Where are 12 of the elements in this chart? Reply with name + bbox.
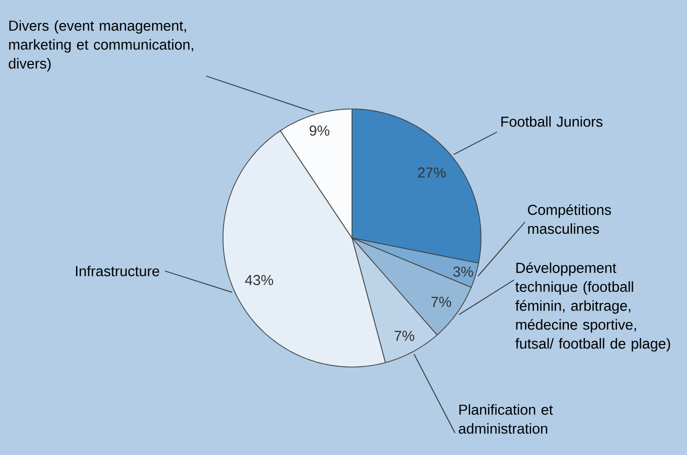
slice-label: Compétitions masculines [528, 204, 611, 234]
slice-label: Football Juniors [501, 116, 602, 127]
data-label: 27% [418, 167, 446, 178]
slice-label: Planification et administration [458, 404, 553, 434]
slice-label: Infrastructure [76, 266, 160, 276]
data-label: 7% [394, 330, 414, 341]
data-label: 7% [431, 296, 452, 307]
data-label: 3% [453, 266, 474, 277]
data-label: 9% [310, 125, 330, 136]
slice-label: Développement technique (football féminin, arbitrage, médecine sportive, futsal/ football de plage) [515, 262, 670, 352]
slice-label: Divers (event management, marketing et communication, divers) [8, 20, 194, 72]
data-label: 43% [245, 274, 274, 286]
